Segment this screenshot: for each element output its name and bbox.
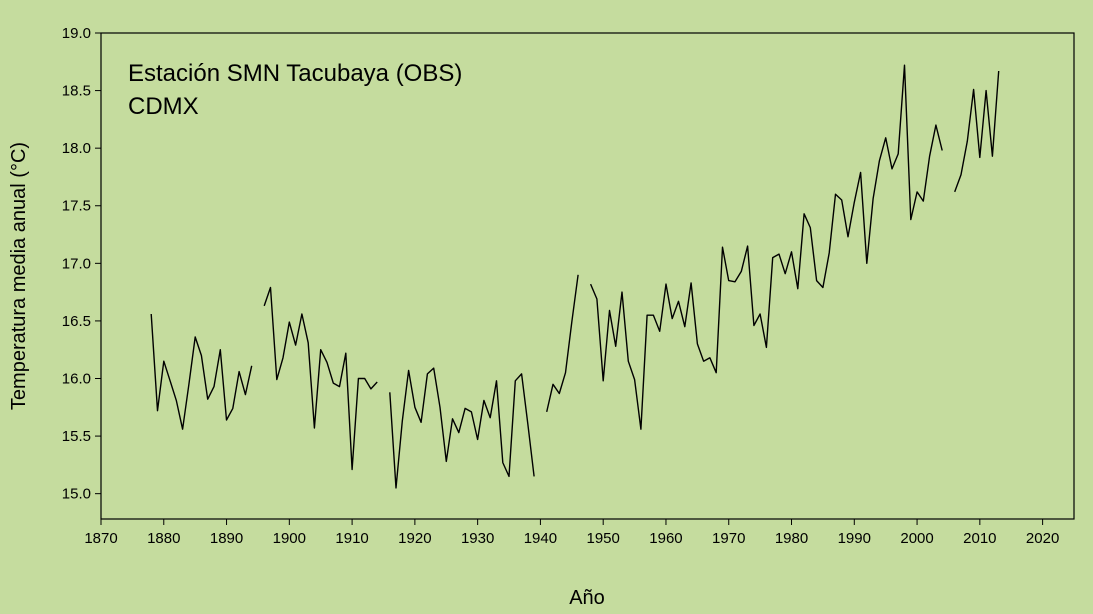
x-tick-label: 1920 bbox=[398, 530, 431, 547]
x-tick-label: 2000 bbox=[900, 530, 933, 547]
x-tick-label: 1930 bbox=[461, 530, 494, 547]
y-tick-label: 17.0 bbox=[62, 255, 91, 272]
y-tick-label: 16.0 bbox=[62, 370, 91, 387]
chart-subtitle: CDMX bbox=[128, 93, 199, 120]
x-tick-label: 1890 bbox=[210, 530, 243, 547]
y-tick-label: 18.0 bbox=[62, 140, 91, 157]
x-tick-label: 1870 bbox=[84, 530, 117, 547]
y-tick-label: 17.5 bbox=[62, 198, 91, 215]
x-tick-label: 2020 bbox=[1026, 530, 1059, 547]
y-tick-label: 18.5 bbox=[62, 83, 91, 100]
x-tick-label: 1900 bbox=[273, 530, 306, 547]
x-tick-label: 1980 bbox=[775, 530, 808, 547]
temperature-line-segment bbox=[954, 70, 1000, 193]
chart-title: Estación SMN Tacubaya (OBS) bbox=[128, 60, 462, 87]
y-tick-label: 15.0 bbox=[62, 486, 91, 503]
y-axis-title: Temperatura media anual (°C) bbox=[8, 142, 30, 410]
temperature-line-segment bbox=[546, 274, 579, 413]
x-axis-title: Año bbox=[569, 587, 605, 609]
temperature-line-segment bbox=[263, 286, 378, 471]
temperature-line-segment bbox=[389, 367, 535, 489]
x-tick-label: 2010 bbox=[963, 530, 996, 547]
x-tick-label: 1910 bbox=[335, 530, 368, 547]
x-tick-label: 1950 bbox=[587, 530, 620, 547]
temperature-line-segment bbox=[589, 64, 943, 430]
x-tick-label: 1960 bbox=[649, 530, 682, 547]
plot-lines bbox=[150, 64, 1000, 489]
temperature-line-segment bbox=[150, 313, 253, 430]
chart-title-block: Estación SMN Tacubaya (OBS) CDMX bbox=[128, 60, 462, 120]
y-tick-label: 19.0 bbox=[62, 25, 91, 42]
plot-frame bbox=[100, 32, 1075, 520]
x-tick-label: 1970 bbox=[712, 530, 745, 547]
x-tick-label: 1880 bbox=[147, 530, 180, 547]
y-tick-label: 16.5 bbox=[62, 313, 91, 330]
y-tick-label: 15.5 bbox=[62, 428, 91, 445]
x-tick-label: 1940 bbox=[524, 530, 557, 547]
x-tick-label: 1990 bbox=[838, 530, 871, 547]
axis-ticks: 1870 1880 1890 1900 1910 1920 1930 1940 1950 1960… bbox=[62, 25, 1060, 547]
